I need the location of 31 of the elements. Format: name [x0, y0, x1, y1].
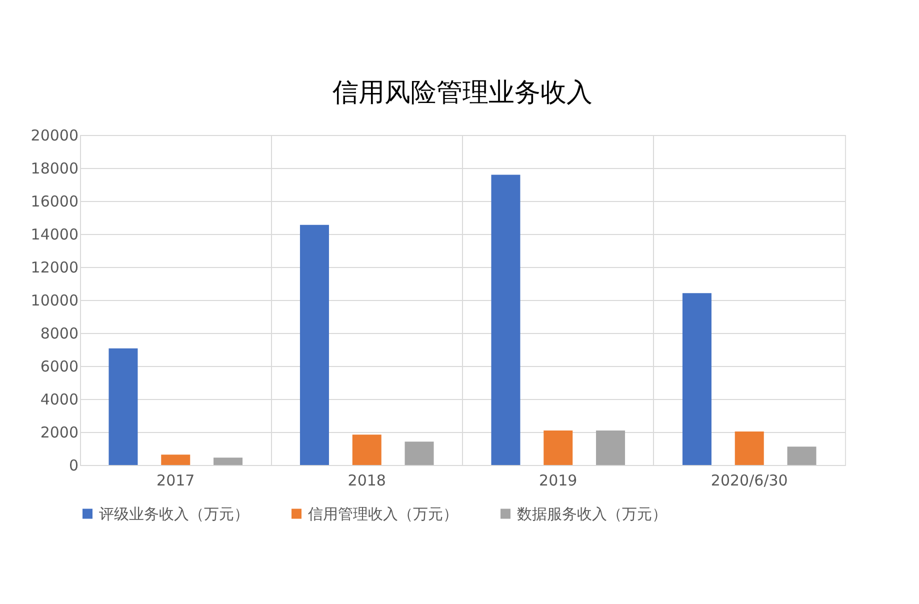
- y-tick-label: 16000: [30, 192, 78, 210]
- bar: [734, 432, 764, 465]
- y-tick-label: 18000: [30, 160, 78, 178]
- chart-title: 信用风险管理业务收入: [332, 78, 592, 108]
- y-tick-label: 8000: [40, 324, 78, 342]
- legend-label: 信用管理收入（万元）: [308, 504, 458, 523]
- legend-label: 数据服务收入（万元）: [517, 504, 667, 523]
- y-tick-label: 6000: [40, 358, 78, 376]
- bar: [787, 446, 816, 465]
- bar: [404, 442, 434, 465]
- bar: [161, 454, 190, 465]
- y-tick-label: 2000: [40, 424, 78, 442]
- y-tick-label: 20000: [30, 126, 78, 144]
- x-tick-label: 2019: [539, 472, 578, 490]
- x-tick-label: 2018: [348, 472, 386, 490]
- bar: [300, 224, 329, 465]
- legend-label: 评级业务收入（万元）: [99, 504, 249, 523]
- bar: [682, 293, 712, 465]
- bar: [596, 430, 626, 465]
- x-tick-label: 2017: [156, 472, 195, 490]
- bar: [491, 174, 520, 465]
- bar: [352, 434, 382, 465]
- y-tick-label: 10000: [30, 292, 78, 310]
- y-tick-label: 4000: [40, 390, 78, 408]
- y-tick-label: 14000: [30, 226, 78, 244]
- bar: [108, 348, 138, 465]
- y-tick-label: 0: [68, 456, 78, 474]
- bar: [214, 458, 243, 465]
- x-tick-label: 2020/6/30: [710, 472, 788, 490]
- bar: [544, 430, 573, 465]
- y-tick-label: 12000: [30, 258, 78, 276]
